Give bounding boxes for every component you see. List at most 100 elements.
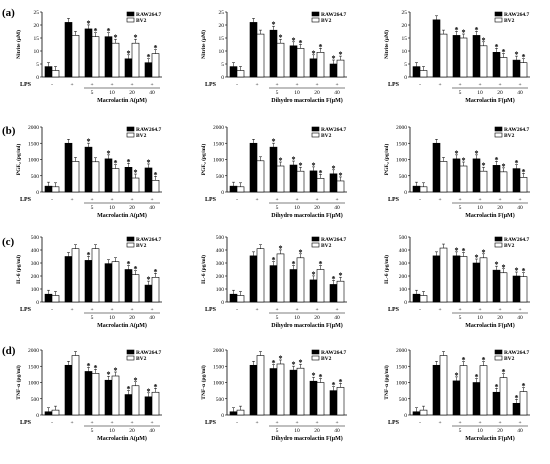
bv2-bar (236, 295, 245, 303)
y-axis-label: Nitrite (μM) (383, 30, 390, 59)
significance-star: * (127, 385, 131, 394)
significance-star: * (455, 25, 459, 34)
legend-label-raw: RAW264.7 (321, 12, 346, 18)
raw-bar (432, 19, 441, 78)
y-tick-label: 0 (404, 75, 407, 81)
y-tick-label: 2000 (213, 348, 224, 354)
significance-star: * (332, 274, 336, 283)
dose-label: 5 (276, 205, 279, 211)
dose-label: 40 (334, 315, 340, 321)
lps-sign: + (255, 420, 258, 426)
y-tick-label: 15 (34, 36, 40, 42)
bv2-bar (296, 48, 305, 78)
y-tick-label: 400 (399, 248, 408, 254)
raw-bar (64, 364, 73, 416)
y-tick-label: 20 (34, 23, 40, 29)
bv2-bar (236, 186, 245, 193)
significance-star: * (114, 366, 118, 375)
significance-star: * (147, 387, 151, 396)
lps-sign: + (150, 307, 153, 313)
y-tick-label: 300 (31, 261, 40, 267)
significance-star: * (87, 137, 91, 146)
legend-label-raw: RAW264.7 (136, 237, 161, 243)
legend-label-bv2: BV2 (504, 243, 515, 249)
lps-sign: + (130, 197, 133, 203)
dose-label: 5 (91, 428, 94, 434)
dose-label: 20 (497, 205, 503, 211)
panel-label-b: (b) (2, 125, 16, 137)
y-tick-label: 2000 (396, 125, 407, 131)
bv2-bar (256, 33, 265, 78)
raw-bar (412, 185, 421, 193)
y-tick-label: 100 (216, 287, 225, 293)
raw-bar (329, 173, 338, 193)
significance-star: * (522, 382, 526, 391)
bv2-bar (131, 385, 140, 416)
dose-label: 40 (334, 90, 340, 96)
y-tick-label: 1000 (396, 158, 407, 164)
bv2-bar (256, 248, 265, 303)
raw-bar (44, 411, 53, 416)
lps-sign: + (130, 420, 133, 426)
lps-sign: + (458, 82, 461, 88)
significance-star: * (87, 250, 91, 259)
legend-swatch-raw (494, 349, 503, 355)
significance-star: * (272, 137, 276, 146)
x-axis-title: Macrolactin F(μM) (465, 322, 514, 329)
legend-swatch-bv2 (494, 355, 503, 361)
y-tick-label: 1500 (28, 141, 39, 147)
lps-sign: + (335, 307, 338, 313)
significance-star: * (154, 267, 158, 276)
legend-label-raw: RAW264.7 (504, 350, 529, 356)
significance-star: * (312, 371, 316, 380)
lps-sign: + (498, 197, 501, 203)
significance-star: * (279, 33, 283, 42)
y-tick-label: 1000 (28, 381, 39, 387)
significance-star: * (339, 171, 343, 180)
significance-star: * (462, 356, 466, 365)
legend-label-bv2: BV2 (504, 133, 515, 139)
legend-label-raw: RAW264.7 (504, 237, 529, 243)
significance-star: * (94, 363, 98, 372)
y-tick-label: 0 (404, 300, 407, 306)
bv2-bar (71, 161, 80, 193)
lps-sign: - (51, 307, 53, 313)
significance-star: * (522, 53, 526, 62)
bv2-bar (336, 180, 345, 193)
significance-star: * (475, 253, 479, 262)
bv2-bar (91, 36, 100, 78)
y-tick-label: 1000 (213, 381, 224, 387)
y-axis-label: IL-6 (pg/ml) (383, 255, 390, 284)
y-tick-label: 1500 (28, 364, 39, 370)
legend-swatch-bv2 (311, 355, 320, 361)
significance-star: * (134, 168, 138, 177)
significance-star: * (319, 373, 323, 382)
y-tick-label: 2000 (396, 348, 407, 354)
raw-bar (144, 167, 153, 193)
bv2-bar (131, 42, 140, 78)
legend-swatch-raw (494, 11, 503, 17)
lps-sign: + (335, 197, 338, 203)
bv2-bar (71, 35, 80, 78)
raw-bar (229, 411, 238, 416)
lps-sign: + (458, 197, 461, 203)
dose-label: 40 (334, 428, 340, 434)
dose-label: 40 (334, 205, 340, 211)
x-axis-title: Dihydro macrolactin F(μM) (271, 97, 343, 104)
significance-star: * (462, 28, 466, 37)
raw-bar (44, 185, 53, 193)
legend-swatch-bv2 (311, 17, 320, 23)
raw-bar (84, 28, 93, 78)
significance-star: * (332, 381, 336, 390)
y-tick-label: 0 (221, 300, 224, 306)
lps-sign: - (419, 82, 421, 88)
significance-star: * (292, 260, 296, 269)
raw-bar (472, 158, 481, 193)
significance-star: * (127, 260, 131, 269)
significance-star: * (502, 48, 506, 57)
bv2-bar (151, 391, 160, 416)
raw-bar (472, 35, 481, 78)
y-tick-label: 0 (221, 413, 224, 419)
y-tick-label: 500 (216, 174, 225, 180)
dose-label: 10 (109, 205, 115, 211)
